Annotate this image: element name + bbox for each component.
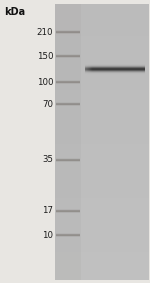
Text: 70: 70 (42, 100, 53, 109)
Text: kDa: kDa (4, 7, 26, 17)
Text: 150: 150 (37, 52, 53, 61)
Bar (55, 4, 81, 280)
Text: 35: 35 (42, 155, 53, 164)
Text: 100: 100 (37, 78, 53, 87)
Text: 210: 210 (37, 28, 53, 37)
Text: 10: 10 (42, 231, 53, 240)
Text: 17: 17 (42, 206, 53, 215)
